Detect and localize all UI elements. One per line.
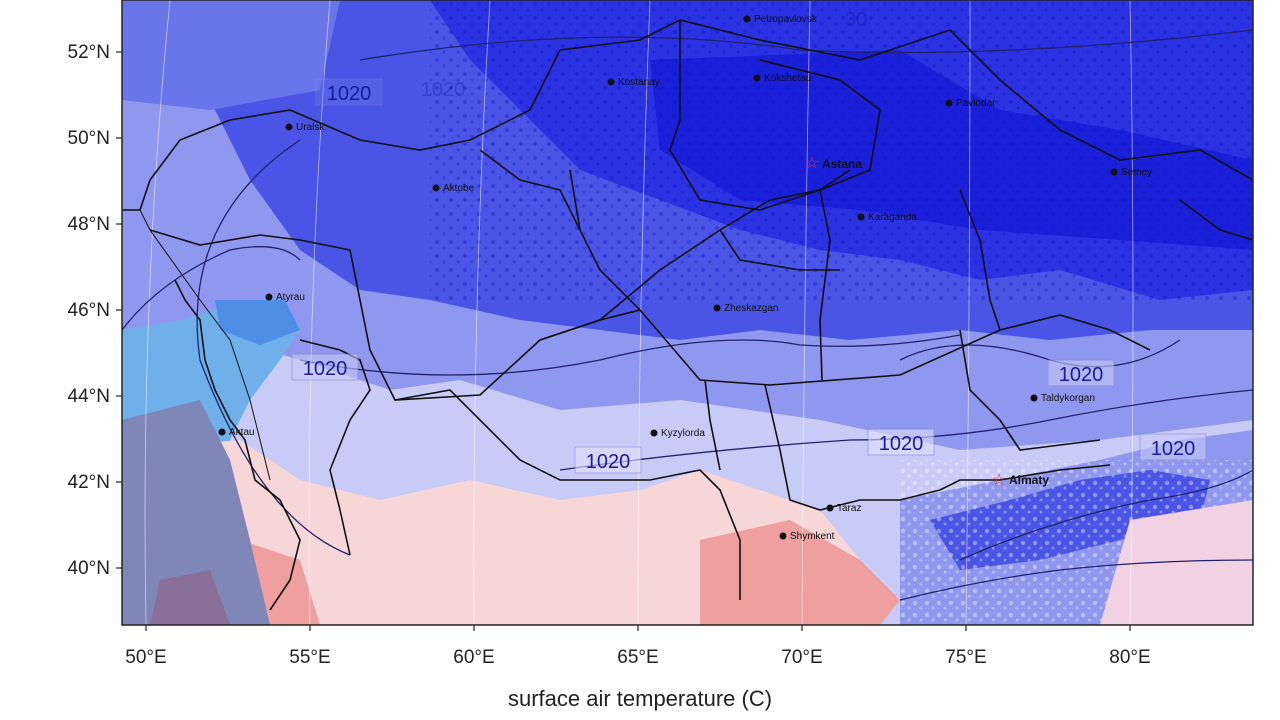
city-label: Karaganda: [868, 212, 917, 223]
city-dot-icon: [1110, 168, 1118, 176]
city-zheskazgan: Zheskazgan: [713, 303, 778, 314]
map-caption: surface air temperature (C): [507, 686, 773, 711]
map-frame: [121, 0, 1254, 626]
city-label: Aktau: [229, 427, 255, 438]
city-label: Taraz: [837, 503, 861, 514]
city-pavlodar: Pavlodar: [945, 98, 996, 109]
city-dot-icon: [753, 74, 761, 82]
city-kostanay: Kostanay: [607, 77, 660, 88]
city-taldykorgan: Taldykorgan: [1030, 393, 1095, 404]
city-label: Astana: [822, 157, 862, 171]
city-almaty: ☆ Almaty: [992, 472, 1050, 489]
city-dot-icon: [265, 293, 273, 301]
city-dot-icon: [650, 429, 658, 437]
city-taraz: Taraz: [826, 503, 861, 514]
city-shymkent: Shymkent: [779, 531, 835, 542]
city-label: Almaty: [1009, 473, 1049, 487]
city-dot-icon: [743, 15, 751, 23]
isobar-label: 1020: [327, 83, 372, 105]
city-label: Taldykorgan: [1041, 393, 1095, 404]
lon-ticks: [145, 625, 1131, 631]
city-dot-icon: [945, 99, 953, 107]
lat-label: 40°N: [68, 558, 110, 579]
lat-label: 44°N: [68, 386, 110, 407]
map-panel: [122, 0, 1253, 625]
cities: Petropavlovsk Kostanay Kokshetau Pavloda…: [218, 14, 1152, 542]
isobar-label: 1020: [421, 79, 466, 101]
city-karaganda: Karaganda: [857, 212, 917, 223]
lon-label: 50°E: [125, 647, 166, 668]
city-label: Zheskazgan: [724, 303, 778, 314]
city-dot-icon: [607, 78, 615, 86]
lat-label: 48°N: [68, 214, 110, 235]
isobar-label: 30: [845, 9, 867, 31]
isobar-label: 1020: [303, 358, 348, 380]
isobar-label: 1020: [879, 433, 924, 455]
lon-labels: 50°E 55°E 60°E 65°E 70°E 75°E 80°E: [125, 647, 1150, 668]
city-label: Kyzylorda: [661, 428, 705, 439]
lat-label: 50°N: [68, 128, 110, 149]
isobar-label: 1020: [1059, 364, 1104, 386]
city-atyrau: Atyrau: [265, 292, 305, 303]
city-label: Kostanay: [618, 77, 660, 88]
isobar-label: 1020: [1151, 438, 1196, 460]
graticule: [144, 0, 1134, 625]
lon-label: 65°E: [617, 647, 658, 668]
city-label: Shymkent: [790, 531, 835, 542]
lon-label: 70°E: [781, 647, 822, 668]
texture: [430, 0, 1253, 300]
lat-label: 46°N: [68, 300, 110, 321]
city-astana: ☆ Astana: [805, 155, 863, 172]
lat-label: 42°N: [68, 472, 110, 493]
lon-label: 80°E: [1109, 647, 1150, 668]
city-semey: Semey: [1110, 167, 1152, 178]
city-dot-icon: [826, 504, 834, 512]
city-aktobe: Aktobe: [432, 183, 475, 194]
warm-salmon-zone: [700, 520, 900, 625]
city-dot-icon: [779, 532, 787, 540]
city-label: Aktobe: [443, 183, 475, 194]
city-dot-icon: [713, 304, 721, 312]
city-label: Petropavlovsk: [754, 14, 818, 25]
city-kyzylorda: Kyzylorda: [650, 428, 705, 439]
star-icon: ☆: [992, 472, 1006, 489]
lon-label: 75°E: [945, 647, 986, 668]
city-dot-icon: [285, 123, 293, 131]
city-aktau: Aktau: [218, 427, 255, 438]
west-light-zone: [122, 90, 340, 360]
city-petropavlovsk: Petropavlovsk: [743, 14, 818, 25]
lat-labels: 52°N 50°N 48°N 46°N 44°N 42°N 40°N: [68, 42, 110, 579]
city-label: Uralsk: [296, 122, 325, 133]
city-kokshetau: Kokshetau: [753, 73, 811, 84]
isobar-label: 1020: [586, 451, 631, 473]
lat-label: 52°N: [68, 42, 110, 63]
warm-zone: [122, 440, 860, 625]
city-label: Kokshetau: [764, 73, 811, 84]
city-label: Pavlodar: [956, 98, 996, 109]
city-label: Atyrau: [276, 292, 305, 303]
lon-label: 55°E: [289, 647, 330, 668]
grey-purple-zone: [122, 400, 270, 625]
lat-ticks: [116, 51, 122, 569]
city-dot-icon: [857, 213, 865, 221]
boundaries: [122, 19, 1253, 611]
isobar-labels: 1020 1020 1020 1020 1020 1020 1020 30: [291, 9, 1207, 474]
city-dot-icon: [1030, 394, 1038, 402]
star-icon: ☆: [805, 155, 819, 172]
city-label: Semey: [1121, 167, 1152, 178]
lon-label: 60°E: [453, 647, 494, 668]
city-uralsk: Uralsk: [285, 122, 325, 133]
city-dot-icon: [218, 428, 226, 436]
city-dot-icon: [432, 184, 440, 192]
